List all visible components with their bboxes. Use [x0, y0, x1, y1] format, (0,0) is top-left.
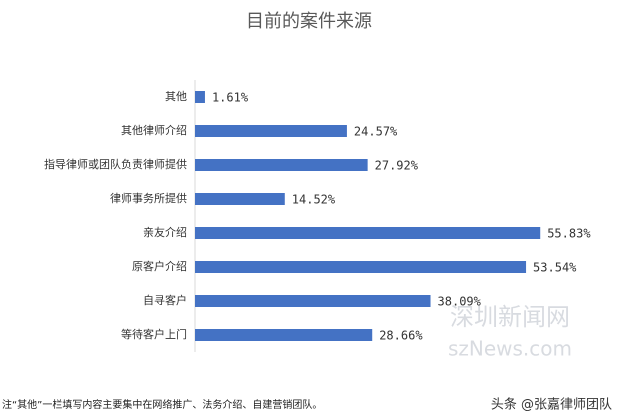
value-label: 28.66% [379, 329, 423, 343]
value-label: 14.52% [292, 193, 336, 207]
bar [195, 227, 541, 239]
value-label: 38.09% [438, 295, 482, 309]
y-tick-label: 自寻客户 [143, 293, 187, 307]
bar [195, 91, 205, 103]
source-tag: 头条 @张嘉律师团队 [491, 397, 612, 413]
value-label: 24.57% [354, 125, 398, 139]
bar [195, 295, 431, 307]
y-tick-label: 等待客户上门 [121, 327, 187, 341]
value-label: 53.54% [533, 261, 577, 275]
value-label: 27.92% [375, 159, 419, 173]
y-tick-label: 其他律师介绍 [121, 123, 187, 137]
footnote: 注“其他”一栏填写内容主要集中在网络推广、法务介绍、自建营销团队。 [2, 398, 322, 411]
bar [195, 193, 285, 205]
value-label: 1.61% [212, 91, 249, 105]
y-tick-label: 律师事务所提供 [110, 191, 187, 205]
bar [195, 159, 368, 171]
bar [195, 261, 527, 273]
watermark: 深圳新闻网 [450, 303, 570, 331]
y-tick-label: 指导律师或团队负责律师提供 [44, 157, 187, 171]
value-label: 55.83% [547, 227, 591, 241]
y-tick-label: 其他 [165, 90, 187, 103]
chart-title: 目前的案件来源 [246, 11, 372, 32]
y-tick-label: 亲友介绍 [143, 225, 187, 239]
y-tick-label: 原客户介绍 [132, 259, 187, 273]
watermark: szNews.com [448, 337, 572, 361]
bar [195, 329, 373, 341]
bar [195, 125, 347, 137]
